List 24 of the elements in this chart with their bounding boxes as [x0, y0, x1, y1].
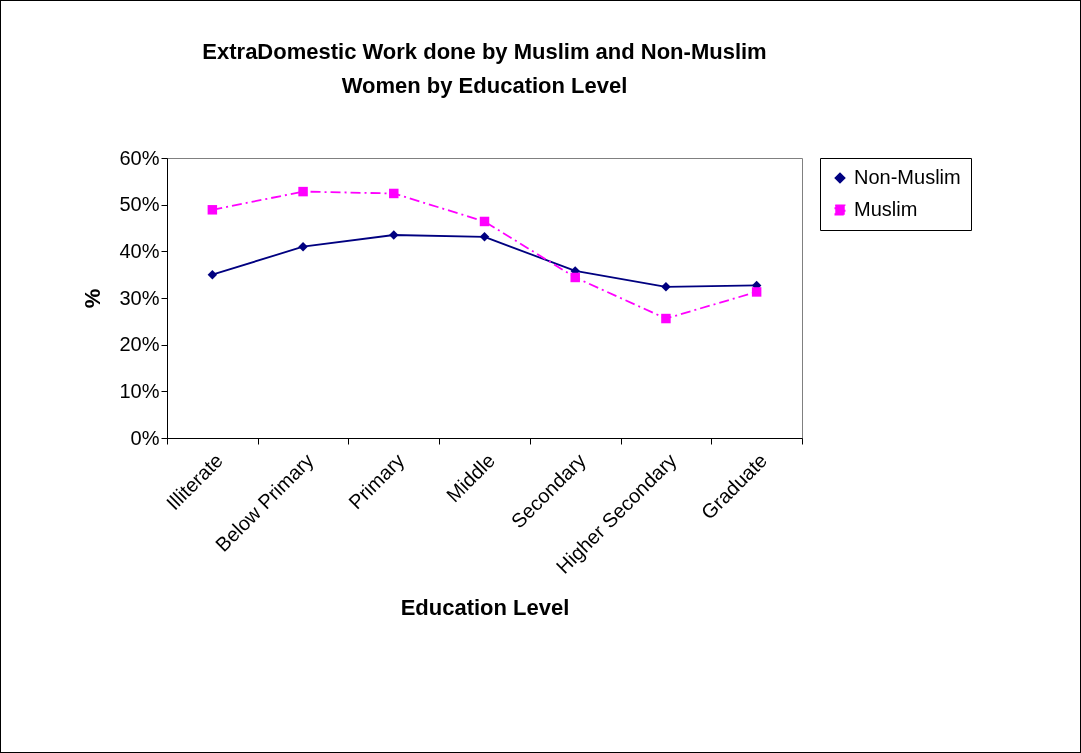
x-axis-title: Education Level	[400, 594, 570, 620]
point	[751, 287, 762, 297]
text: Women by Education Level	[341, 73, 628, 98]
y-tick-label: 10%	[119, 379, 160, 402]
point	[207, 269, 218, 280]
y-tick-label: 60%	[119, 146, 160, 169]
point	[570, 272, 580, 283]
y-tick-label: 0%	[130, 426, 160, 449]
legend-label: Non-Muslim	[854, 166, 961, 188]
y-tick-label: 50%	[119, 193, 160, 216]
point	[298, 186, 308, 197]
y-tick-label: 40%	[119, 239, 160, 262]
point	[389, 188, 399, 199]
y-axis-title: %	[80, 288, 106, 309]
point	[479, 232, 490, 242]
text: ExtraDomestic Work done by Muslim and Non-Muslim	[202, 39, 767, 64]
point	[207, 205, 218, 215]
y-tick-label: 30%	[119, 286, 160, 309]
point	[298, 241, 308, 252]
legend-label: Muslim	[854, 198, 918, 220]
y-tick-label: 20%	[119, 333, 160, 356]
point	[661, 313, 671, 324]
point	[479, 216, 490, 227]
point	[661, 282, 671, 292]
